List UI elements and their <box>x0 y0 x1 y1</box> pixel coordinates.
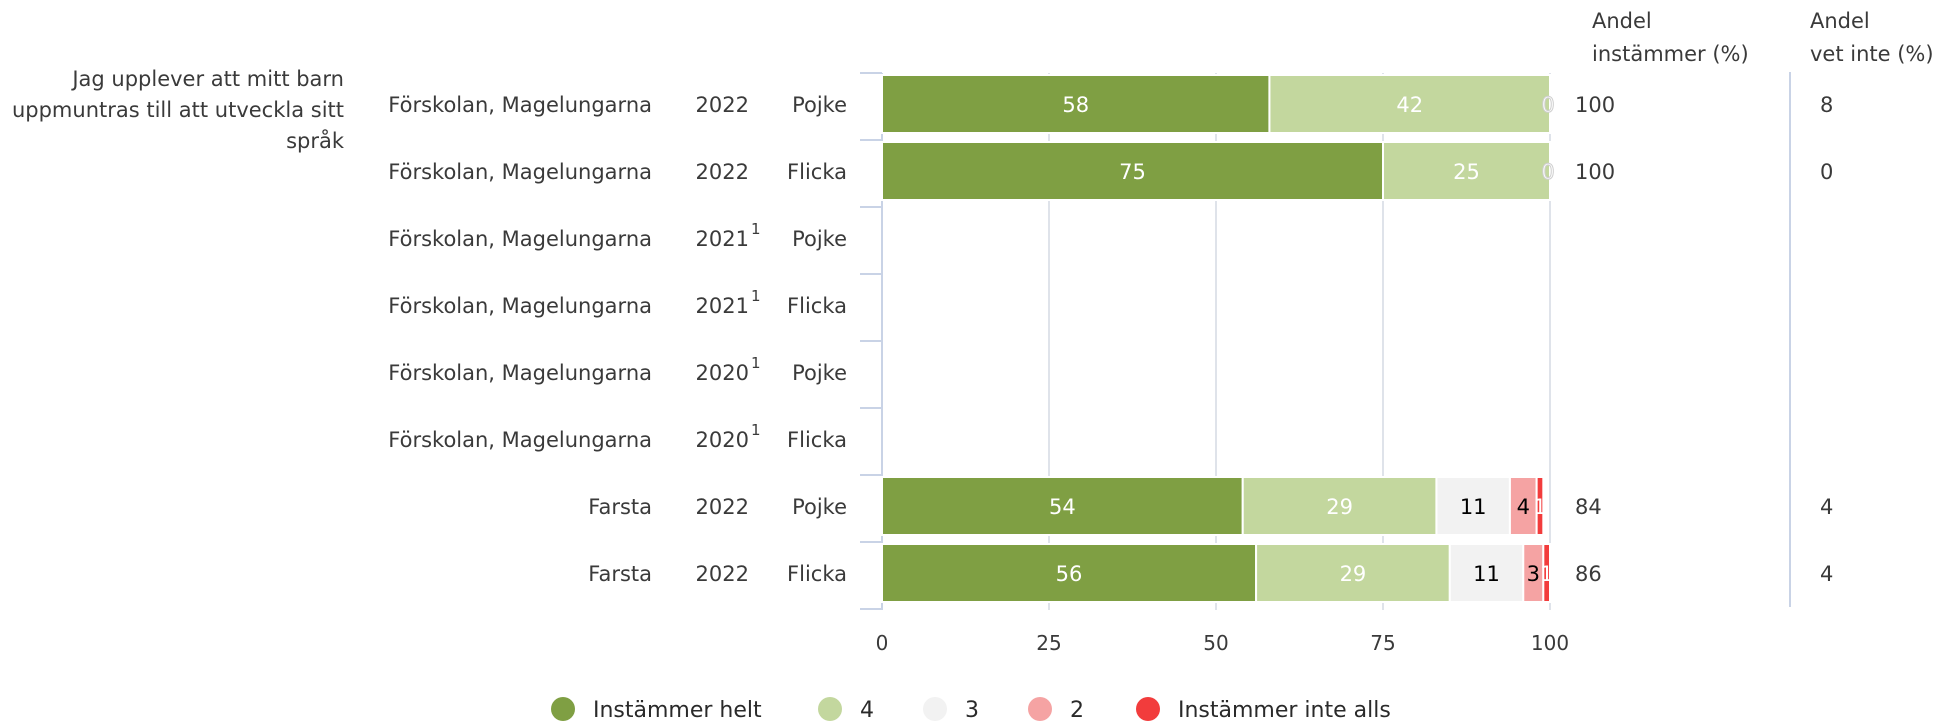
andel-instammer-value: 100 <box>1575 93 1615 117</box>
bar-value-label: 4 <box>1517 495 1530 519</box>
bar-value-label: 29 <box>1340 562 1367 586</box>
bar-segment <box>1268 74 1551 134</box>
bar-value-label: 54 <box>1049 495 1076 519</box>
bar-value-label: 75 <box>1119 160 1146 184</box>
bar-segment <box>1435 476 1511 536</box>
bar-value-label: 0 <box>1541 93 1554 117</box>
bar-segment <box>1382 141 1551 201</box>
header-andel-vet-inte-line2: vet inte (%) <box>1810 42 1934 66</box>
row-gender-label: Pojke <box>792 227 847 251</box>
question-text-line: språk <box>286 128 345 153</box>
bar-segment <box>881 543 1258 603</box>
bar-segment <box>1508 476 1538 536</box>
bar-value-label: 42 <box>1396 93 1423 117</box>
bar-segment <box>1241 476 1438 536</box>
x-tick-label: 75 <box>1370 631 1395 655</box>
row-year-label: 2022 <box>696 160 749 184</box>
andel-vet-inte-value: 0 <box>1820 160 1833 184</box>
x-tick-label: 100 <box>1531 631 1569 655</box>
question-text-line: uppmuntras till att utveckla sitt <box>12 98 344 122</box>
legend-swatch <box>818 697 842 721</box>
legend-swatch <box>551 697 575 721</box>
question-text-line: Jag upplever att mitt barn <box>70 67 344 91</box>
x-tick-label: 25 <box>1036 631 1061 655</box>
bar-segment <box>881 74 1271 134</box>
bar-value-label: 3 <box>1527 562 1540 586</box>
legend-label: 4 <box>860 698 874 723</box>
row-unit-label: Förskolan, Magelungarna <box>388 361 652 385</box>
legend-swatch <box>1136 697 1160 721</box>
row-unit-label: Förskolan, Magelungarna <box>388 160 652 184</box>
row-year-label: 2020 <box>696 428 749 452</box>
row-unit-label: Farsta <box>588 562 652 586</box>
bar-value-label: 11 <box>1460 495 1487 519</box>
header-andel-instammer-line1: Andel <box>1592 9 1652 33</box>
bar-value-label: 29 <box>1326 495 1353 519</box>
bar-segment <box>1448 543 1525 603</box>
andel-instammer-value: 100 <box>1575 160 1615 184</box>
row-gender-label: Pojke <box>792 361 847 385</box>
andel-instammer-value: 86 <box>1575 562 1602 586</box>
row-year-footnote: 1 <box>751 421 761 439</box>
row-year-label: 2022 <box>696 495 749 519</box>
bar-value-label: 25 <box>1453 160 1480 184</box>
bar-value-label: 58 <box>1062 93 1089 117</box>
row-year-label: 2021 <box>696 294 749 318</box>
bar-segment <box>881 141 1384 201</box>
legend-label: Instämmer helt <box>593 698 762 723</box>
andel-vet-inte-value: 4 <box>1820 562 1833 586</box>
x-tick-label: 0 <box>876 631 889 655</box>
bar-value-label: 0 <box>1541 160 1554 184</box>
bar-value-label: 11 <box>1473 562 1500 586</box>
bar-segment <box>881 476 1244 536</box>
andel-vet-inte-value: 4 <box>1820 495 1833 519</box>
bar-value-label: 1 <box>1533 495 1546 519</box>
row-unit-label: Förskolan, Magelungarna <box>388 93 652 117</box>
row-unit-label: Förskolan, Magelungarna <box>388 428 652 452</box>
bar-value-label: 1 <box>1540 562 1553 586</box>
row-unit-label: Farsta <box>588 495 652 519</box>
row-year-label: 2020 <box>696 361 749 385</box>
header-andel-vet-inte-line1: Andel <box>1810 9 1870 33</box>
andel-vet-inte-value: 8 <box>1820 93 1833 117</box>
bar-segment <box>1542 543 1551 603</box>
row-unit-label: Förskolan, Magelungarna <box>388 294 652 318</box>
legend-label: 2 <box>1070 698 1084 723</box>
header-andel-instammer-line2: instämmer (%) <box>1592 42 1749 66</box>
legend-label: Instämmer inte alls <box>1178 698 1391 723</box>
row-gender-label: Flicka <box>787 160 847 184</box>
row-year-footnote: 1 <box>751 354 761 372</box>
bar-segment <box>1255 543 1451 603</box>
legend-swatch <box>923 697 947 721</box>
row-year-footnote: 1 <box>751 287 761 305</box>
row-unit-label: Förskolan, Magelungarna <box>388 227 652 251</box>
bar-value-label: 56 <box>1056 562 1083 586</box>
legend-label: 3 <box>965 698 979 723</box>
legend-swatch <box>1028 697 1052 721</box>
x-tick-label: 50 <box>1203 631 1228 655</box>
row-year-label: 2021 <box>696 227 749 251</box>
row-gender-label: Flicka <box>787 428 847 452</box>
row-gender-label: Flicka <box>787 294 847 318</box>
row-gender-label: Pojke <box>792 93 847 117</box>
row-gender-label: Pojke <box>792 495 847 519</box>
bar-segment <box>1535 476 1545 536</box>
row-year-label: 2022 <box>696 93 749 117</box>
row-gender-label: Flicka <box>787 562 847 586</box>
row-year-label: 2022 <box>696 562 749 586</box>
andel-instammer-value: 84 <box>1575 495 1602 519</box>
row-year-footnote: 1 <box>751 220 761 238</box>
